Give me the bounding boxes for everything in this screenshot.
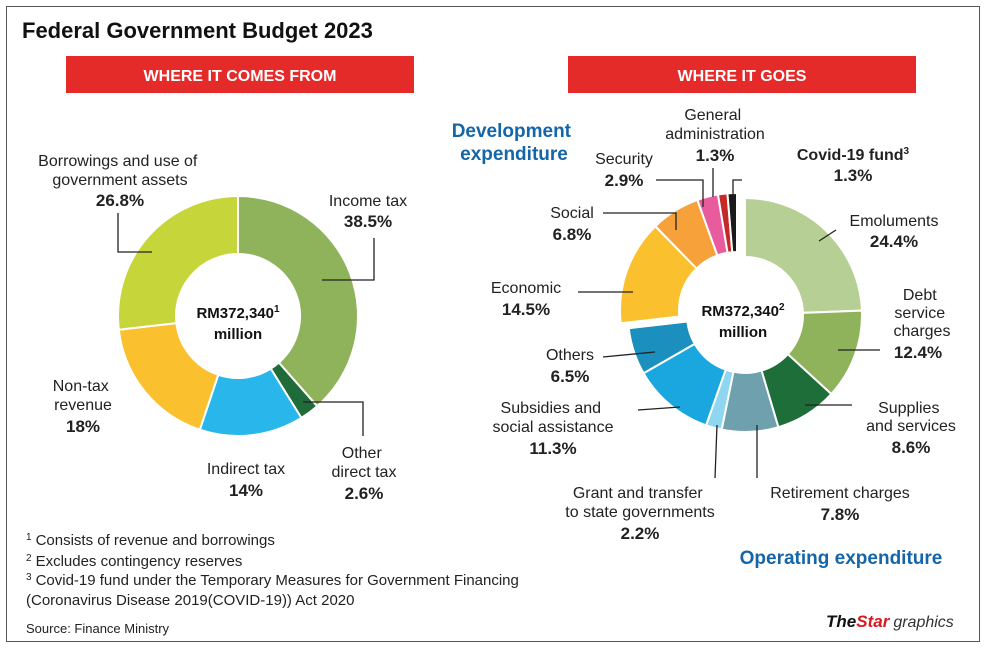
value-retirement: 7.8% <box>821 505 860 524</box>
footnote-3-cont: (Coronavirus Disease 2019(COVID-19)) Act… <box>26 592 354 609</box>
left-banner <box>66 56 414 93</box>
donut-where-it-comes-from <box>117 194 359 437</box>
brand-logo: TheStar graphics <box>826 612 954 631</box>
slice-non-tax-revenue <box>117 321 220 432</box>
label-supplies: Supplies and services <box>866 400 956 435</box>
right-banner <box>568 56 916 93</box>
value-income-tax: 38.5% <box>344 212 392 231</box>
label-grant: Grant and transfer to state governments <box>565 485 714 521</box>
label-income-tax: Income tax <box>329 193 407 210</box>
value-others: 6.5% <box>551 367 590 386</box>
left-banner-text: WHERE IT COMES FROM <box>144 68 337 85</box>
label-security: Security <box>595 151 653 168</box>
label-general-admin: General administration <box>665 107 765 143</box>
value-debt-service: 12.4% <box>894 343 942 362</box>
leader-covid <box>732 179 742 196</box>
left-center-amount: RM372,3401 <box>196 304 280 322</box>
value-economic: 14.5% <box>502 300 550 319</box>
leader-security <box>656 179 704 207</box>
value-general-admin: 1.3% <box>696 146 735 165</box>
slice-income-tax <box>237 194 359 408</box>
value-non-tax-revenue: 18% <box>66 417 100 436</box>
label-economic: Economic <box>491 280 561 297</box>
leader-other-direct-tax <box>303 401 364 436</box>
leader-lines <box>117 168 880 479</box>
label-covid-fund: Covid-19 fund3 <box>797 146 910 164</box>
slice-others <box>627 320 697 375</box>
value-indirect-tax: 14% <box>229 481 263 500</box>
label-other-direct-tax: Other direct tax <box>332 445 397 481</box>
label-social: Social <box>550 205 594 222</box>
label-non-tax-revenue: Non-tax revenue <box>53 378 113 414</box>
right-center-amount: RM372,3402 <box>701 302 785 320</box>
value-other-direct-tax: 2.6% <box>345 484 384 503</box>
leader-borrowings <box>117 213 152 253</box>
footnotes: 1 Consists of revenue and borrowings 2 Exc… <box>26 532 519 609</box>
development-heading-line1: Development <box>452 121 572 142</box>
leader-others <box>602 351 656 358</box>
brand-text: TheStar graphics <box>826 612 954 631</box>
leader-social <box>603 212 677 230</box>
right-banner-text: WHERE IT GOES <box>678 68 807 85</box>
label-retirement: Retirement charges <box>770 485 910 502</box>
label-emoluments: Emoluments <box>850 213 939 230</box>
slice-borrowings-and-use-of-government-assets <box>117 194 239 331</box>
value-covid-fund: 1.3% <box>834 166 873 185</box>
leader-emoluments <box>818 229 837 242</box>
slice-emoluments <box>744 196 863 314</box>
slice-covid-19-fund <box>726 191 738 254</box>
source-text: Source: Finance Ministry <box>26 621 170 636</box>
development-heading-line2: expenditure <box>460 144 568 165</box>
chart-title: Federal Government Budget 2023 <box>22 18 373 43</box>
value-emoluments: 24.4% <box>870 232 918 251</box>
operating-heading: Operating expenditure <box>740 548 943 569</box>
left-center-unit: million <box>214 326 262 343</box>
development-heading: Development expenditure <box>452 121 577 165</box>
label-borrowings: Borrowings and use of government assets <box>38 153 202 189</box>
leader-income-tax <box>322 238 375 281</box>
value-grant: 2.2% <box>621 524 660 543</box>
right-center-unit: million <box>719 324 767 341</box>
leader-grant <box>714 424 718 479</box>
value-security: 2.9% <box>605 171 644 190</box>
infographic-frame <box>6 6 980 642</box>
label-others: Others <box>546 347 594 364</box>
footnote-1: 1 Consists of revenue and borrowings <box>26 532 275 549</box>
leader-subsidies <box>637 406 681 411</box>
value-subsidies: 11.3% <box>529 439 576 458</box>
value-borrowings: 26.8% <box>96 191 144 210</box>
footnote-2: 2 Excludes contingency reserves <box>26 553 242 570</box>
donut-where-it-goes <box>619 191 863 433</box>
value-supplies: 8.6% <box>892 438 931 457</box>
footnote-3: 3 Covid-19 fund under the Temporary Measu… <box>26 572 519 589</box>
label-indirect-tax: Indirect tax <box>207 461 285 478</box>
value-social: 6.8% <box>553 225 592 244</box>
label-subsidies: Subsidies and social assistance <box>493 400 614 436</box>
label-debt-service: Debt service charges <box>894 287 951 340</box>
